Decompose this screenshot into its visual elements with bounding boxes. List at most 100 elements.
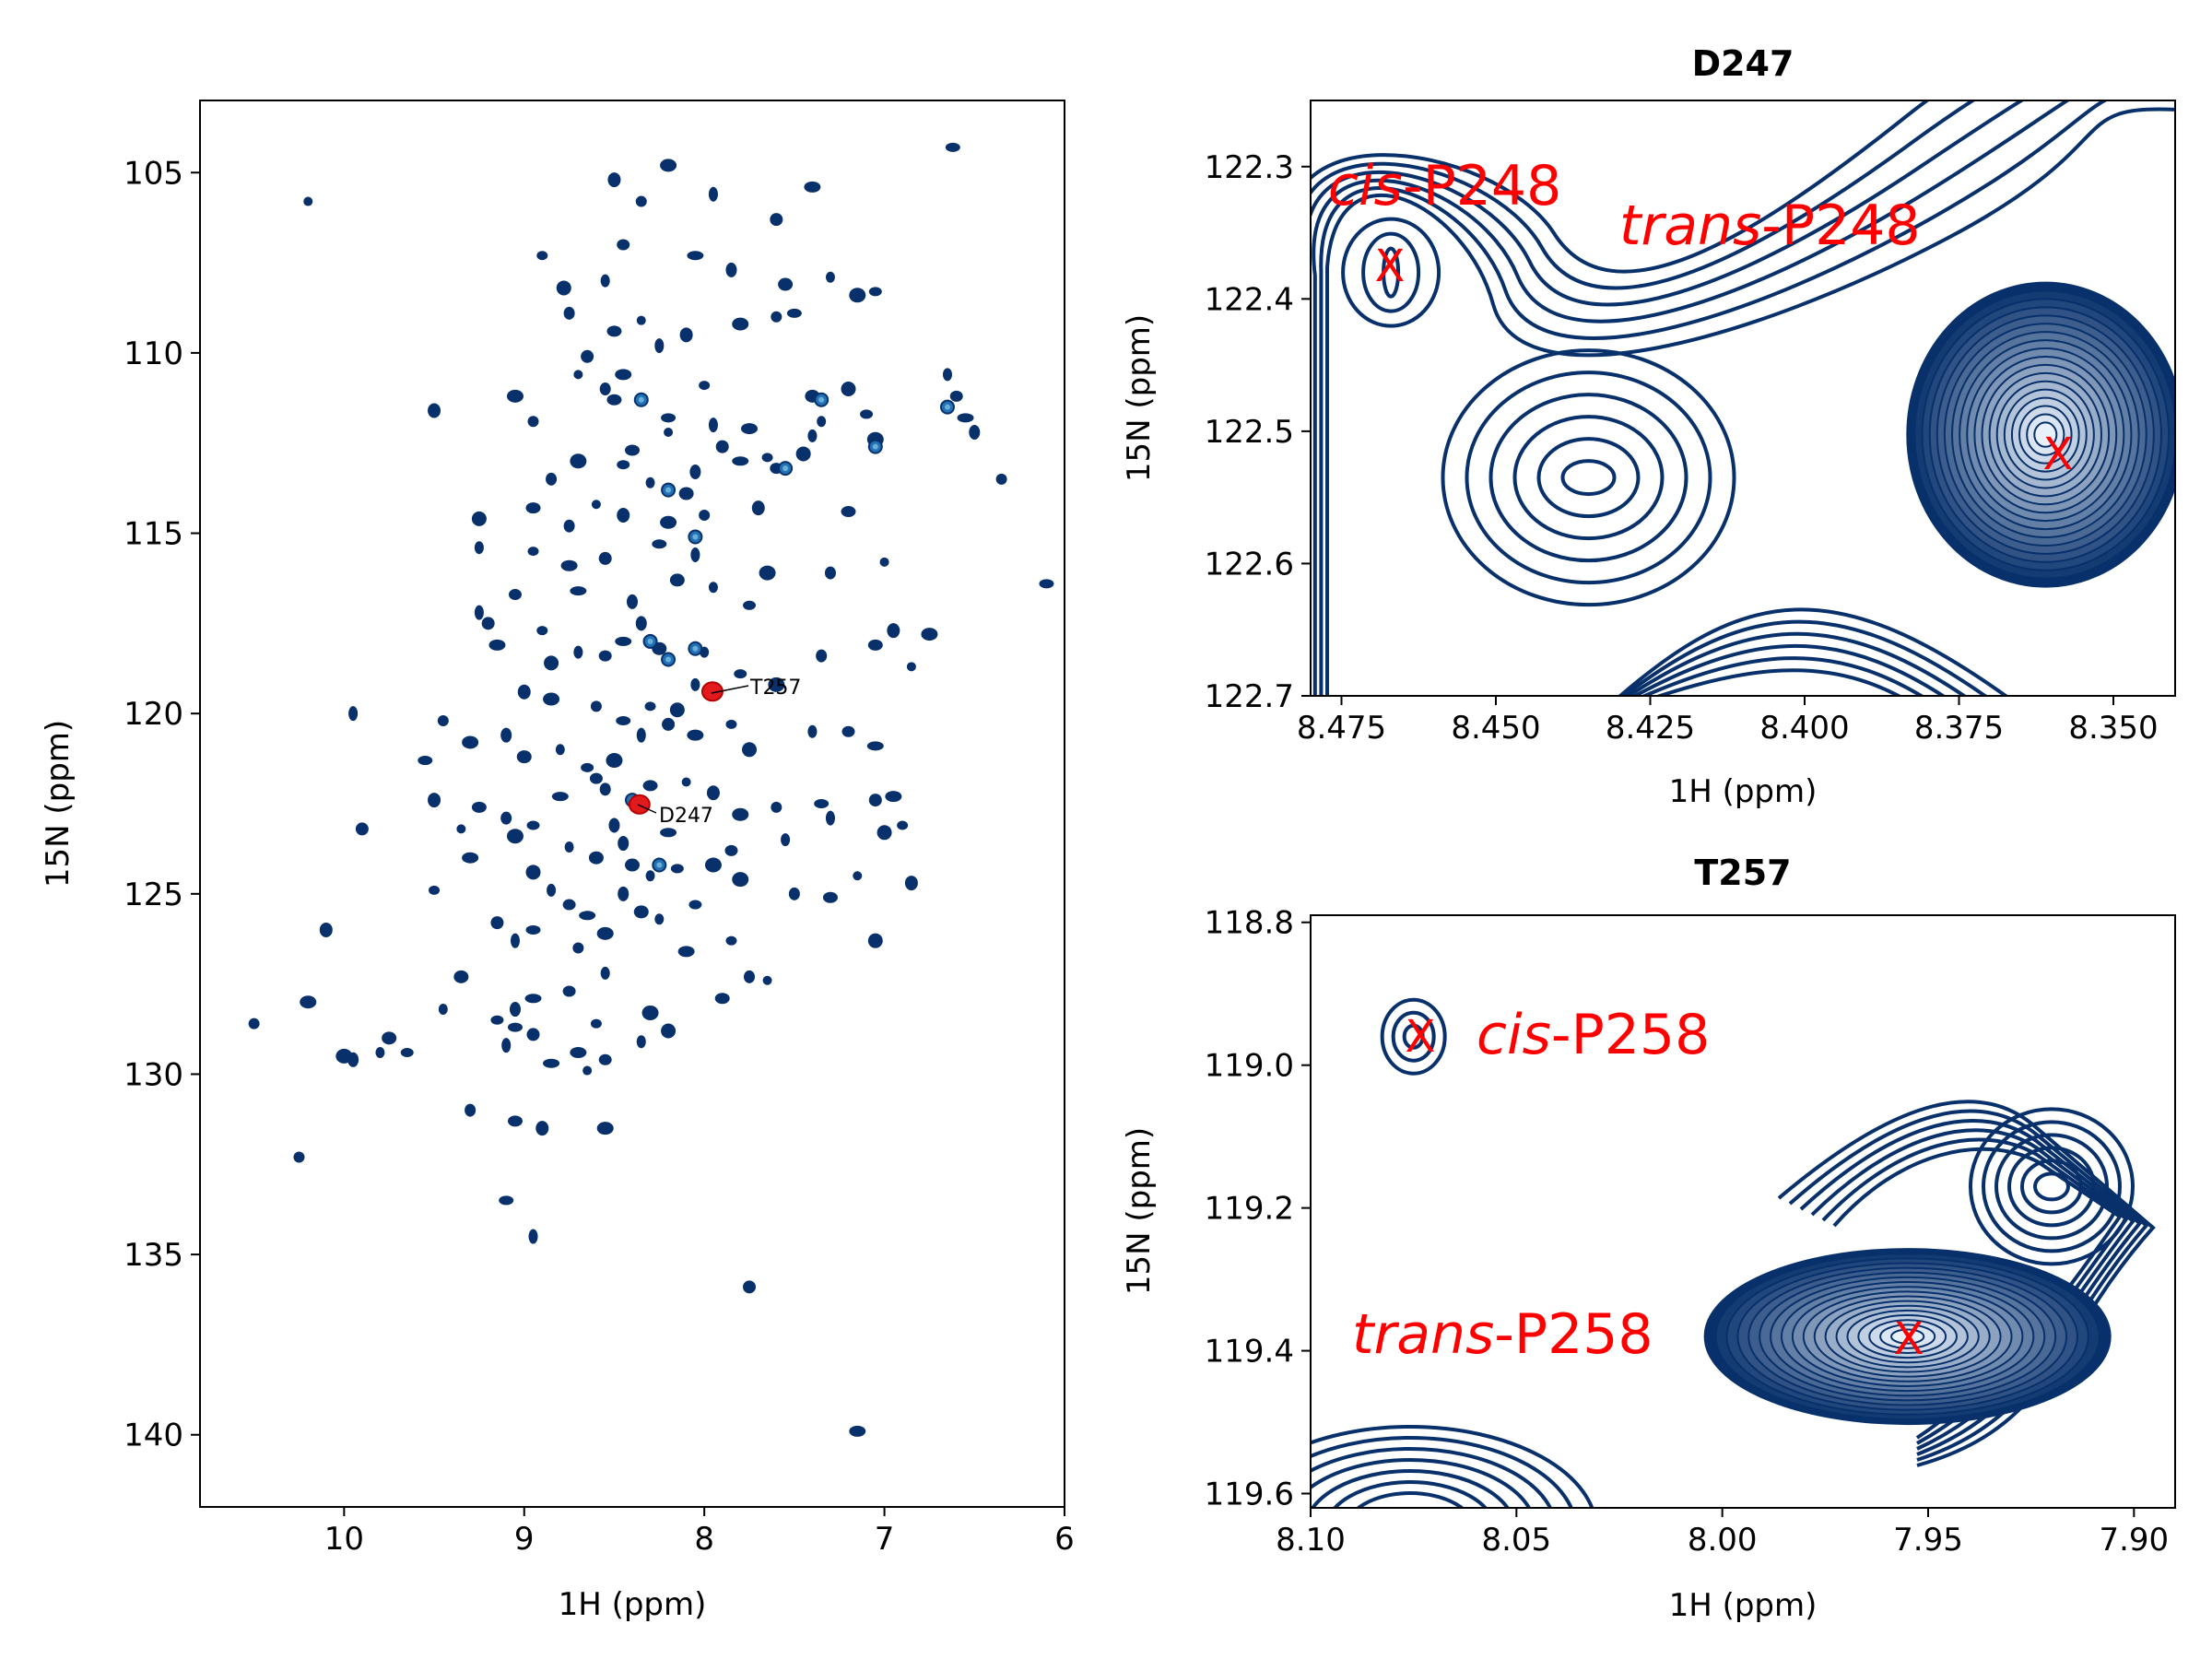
xtick-label: 10 — [324, 1521, 364, 1558]
title-d247: D247 — [1692, 43, 1794, 84]
t257-lower-peak-contour — [1355, 1491, 1465, 1508]
spectrum-peak — [652, 539, 667, 549]
spectrum-peak — [660, 159, 677, 172]
spectrum-peak — [526, 820, 540, 830]
spectrum-peak — [664, 427, 674, 437]
spectrum-peak — [687, 251, 704, 261]
spectrum-peak — [715, 440, 729, 453]
spectrum-peak — [564, 841, 574, 853]
spectrum-peak — [591, 500, 601, 510]
spectrum-peak — [526, 1028, 540, 1041]
spectrum-peak — [462, 852, 479, 864]
spectrum-peak-core — [665, 656, 672, 663]
spectrum-peak — [588, 851, 604, 865]
spectrum-peak — [589, 772, 603, 784]
spectrum-peak — [556, 280, 571, 296]
spectrum-peak — [841, 506, 856, 518]
xtick-label: 8.05 — [1481, 1522, 1551, 1559]
marker-trans-p248: X — [2043, 429, 2074, 480]
spectrum-peak — [453, 970, 469, 983]
spectrum-peak — [248, 1018, 260, 1030]
spectrum-peak — [825, 810, 835, 826]
spectrum-peak-core — [692, 534, 699, 540]
spectrum-peak — [573, 645, 583, 659]
leader-d247 — [637, 804, 657, 814]
spectrum-peak — [618, 886, 629, 901]
spectrum-peak — [474, 605, 484, 620]
d247-contour-area — [1311, 100, 2175, 696]
t257-lower-peak-contour — [1311, 1447, 1553, 1508]
annotation-trans-p248: trans-P248 — [1619, 194, 1921, 258]
spectrum-peak — [516, 750, 532, 764]
spectrum-peak — [355, 822, 369, 836]
spectrum-peak — [617, 507, 630, 523]
spectrum-peak — [573, 370, 583, 380]
peak-label-d247: D247 — [659, 805, 713, 828]
xtick-label: 8.475 — [1297, 710, 1386, 747]
t257-lower-peak-contour — [1311, 1436, 1573, 1508]
t257-cis-contour — [1402, 1023, 1425, 1050]
ytick-label: 140 — [124, 1418, 183, 1454]
spectrum-peak — [562, 985, 576, 997]
spectrum-peak — [690, 547, 700, 563]
spectrum-peak — [945, 142, 960, 152]
spectrum-peak — [456, 824, 466, 834]
t257-trans-contour — [1890, 1328, 1925, 1345]
ytick-label: 122.7 — [1205, 678, 1294, 715]
spectrum-peak — [725, 719, 737, 729]
t257-ylabel: 15N (ppm) — [1121, 1127, 1158, 1295]
spectrum-peak — [804, 181, 821, 193]
spectrum-peak — [841, 725, 855, 737]
spectrum-peak — [660, 515, 677, 529]
spectrum-peak — [508, 589, 522, 601]
spectrum-peak — [598, 650, 612, 662]
spectrum-peak — [335, 1048, 353, 1064]
spectrum-peak — [921, 628, 938, 641]
spectrum-peak-core — [692, 645, 699, 652]
spectrum-peak — [687, 729, 704, 741]
spectrum-peak — [625, 444, 640, 456]
ytick-label: 122.5 — [1205, 414, 1294, 451]
spectrum-peak — [501, 1038, 512, 1053]
t257-side-contour — [2033, 1171, 2070, 1202]
spectrum-peak — [551, 792, 569, 802]
spectrum-peak — [563, 306, 575, 320]
spectrum-peak — [506, 389, 524, 403]
spectrum-peak — [817, 416, 827, 428]
spectrum-peak — [781, 833, 791, 847]
spectrum-peak — [596, 1122, 614, 1135]
spectrum-peak — [807, 429, 818, 442]
ytick-label: 135 — [124, 1237, 183, 1274]
xtick-label: 8.10 — [1276, 1522, 1346, 1559]
overview-xlabel: 1H (ppm) — [559, 1586, 707, 1623]
d247-envelope-contour — [1311, 100, 1989, 696]
spectrum-peak — [636, 315, 646, 325]
annotation-cis-p258: cis-P258 — [1477, 1003, 1710, 1067]
spectrum-peak — [517, 684, 531, 700]
spectrum-peak — [814, 799, 830, 808]
spectrum-peak — [904, 876, 918, 891]
spectrum-peak — [563, 519, 575, 533]
spectrum-peak — [581, 349, 594, 363]
spectrum-peak — [807, 724, 818, 738]
spectrum-peak — [615, 636, 632, 646]
spectrum-peak — [732, 317, 749, 331]
spectrum-peak — [768, 677, 785, 692]
spectrum-peak — [590, 1018, 602, 1029]
spectrum-peak — [474, 541, 484, 555]
spectrum-peak — [606, 394, 622, 406]
spectrum-peak — [303, 196, 313, 206]
spectrum-peak-core — [782, 465, 789, 472]
t257-lower-peak-contour — [1311, 1425, 1594, 1508]
spectrum-peak-core — [944, 404, 950, 410]
spectrum-peak — [743, 1280, 757, 1294]
spectrum-peak — [527, 416, 539, 428]
spectrum-peak — [995, 473, 1007, 485]
spectrum-peak — [543, 1058, 560, 1068]
spectrum-peak — [669, 702, 685, 718]
spectrum-peak — [816, 649, 828, 663]
annotation-trans-p258: trans-P258 — [1352, 1302, 1653, 1367]
spectrum-peak — [348, 706, 359, 722]
spectrum-peak — [897, 820, 909, 830]
d247-envelope-contour — [1312, 100, 2071, 696]
